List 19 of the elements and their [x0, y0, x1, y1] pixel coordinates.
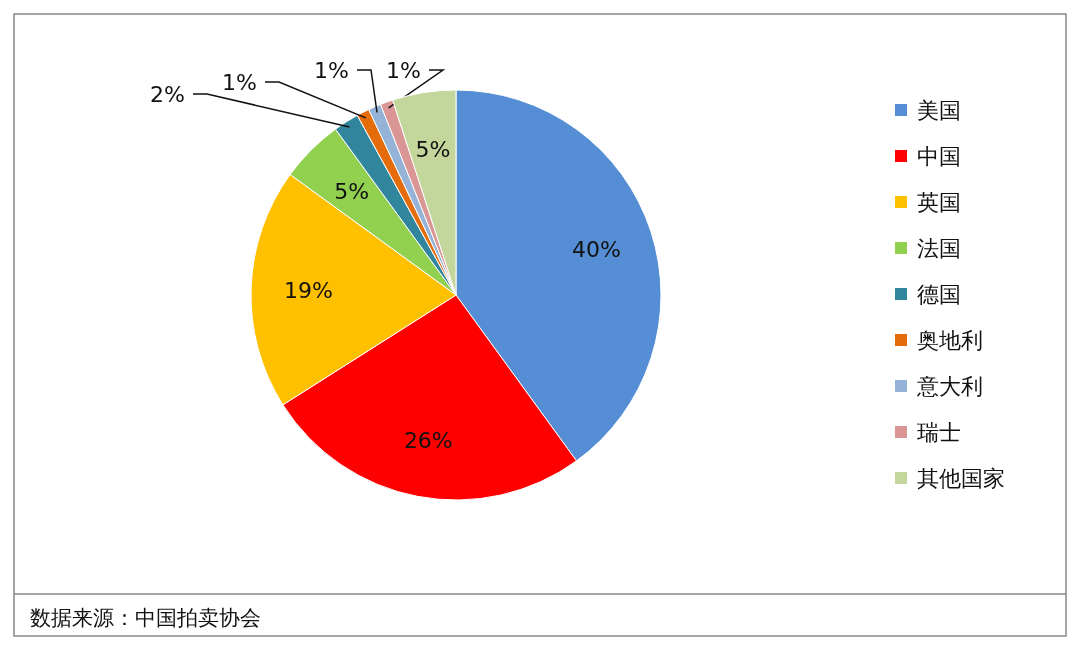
legend-label: 中国 [917, 144, 961, 169]
legend-label: 法国 [917, 236, 961, 261]
data-label: 1% [314, 58, 349, 83]
data-label: 5% [415, 137, 451, 163]
data-label: 2% [150, 82, 185, 107]
legend-label: 意大利 [916, 374, 983, 399]
legend-label: 其他国家 [917, 466, 1005, 491]
data-label: 1% [222, 70, 257, 95]
data-label: 1% [386, 58, 421, 83]
data-label: 5% [334, 178, 370, 204]
legend-label: 奥地利 [917, 328, 983, 353]
data-label: 40% [571, 237, 621, 263]
legend-label: 德国 [917, 282, 961, 307]
data-label: 19% [284, 278, 333, 304]
legend-label: 瑞士 [917, 420, 961, 445]
legend-label: 英国 [917, 190, 961, 215]
source-note: 数据来源：中国拍卖协会 [30, 606, 261, 630]
data-label: 26% [403, 427, 453, 453]
legend-label: 美国 [917, 98, 961, 123]
